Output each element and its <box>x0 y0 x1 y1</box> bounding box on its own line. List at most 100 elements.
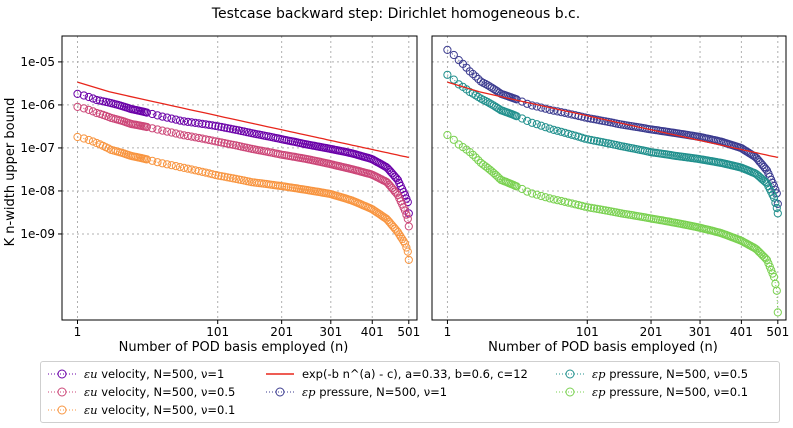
data-point <box>175 163 185 172</box>
data-point <box>468 69 477 79</box>
data-point <box>73 132 82 142</box>
data-point <box>476 77 485 86</box>
y-tick-label: 1e-05 <box>20 55 55 69</box>
series-3 <box>447 81 778 159</box>
figure: Testcase backward step: Dirichlet homoge… <box>3 6 789 355</box>
data-point <box>592 204 602 213</box>
data-point <box>454 140 463 149</box>
legend-nu: ν=0.5 <box>201 385 236 399</box>
data-point <box>583 135 593 144</box>
legend-item-ep-nu05[interactable]: εp pressure, N=500, ν=0.5 <box>555 365 748 383</box>
data-point <box>523 187 532 196</box>
data-point <box>158 112 167 121</box>
data-point <box>512 182 521 191</box>
data-point <box>204 169 214 178</box>
legend-item-eu-nu1[interactable]: εu velocity, N=500, ν=1 <box>47 365 224 383</box>
legend-marker-swatch <box>48 405 76 415</box>
legend-nu: ν=0.1 <box>201 403 236 417</box>
series-2 <box>73 132 413 264</box>
data-point <box>223 139 232 148</box>
data-point <box>404 222 413 231</box>
data-point <box>175 116 185 125</box>
data-point <box>606 207 615 216</box>
data-point <box>606 118 615 127</box>
data-point <box>167 128 176 137</box>
data-point <box>772 189 781 198</box>
data-point <box>771 185 780 194</box>
data-point <box>443 130 452 140</box>
data-point <box>167 114 176 123</box>
legend-symbol: εu <box>84 367 98 381</box>
x-tick-label: 401 <box>361 325 384 339</box>
data-point <box>471 153 480 162</box>
data-point <box>400 239 410 248</box>
data-point <box>537 103 546 112</box>
data-point <box>772 203 781 213</box>
data-point <box>214 171 223 180</box>
data-point <box>769 193 779 202</box>
data-point <box>772 286 781 295</box>
data-point <box>545 105 554 114</box>
legend-item-ep-nu01[interactable]: εp pressure, N=500, ν=0.1 <box>555 383 748 401</box>
data-point <box>211 170 220 180</box>
data-point <box>449 50 458 60</box>
legend-nu: ν=1 <box>423 385 448 399</box>
data-point <box>598 205 607 214</box>
data-point <box>223 124 232 133</box>
data-point <box>396 232 405 241</box>
data-point <box>541 193 550 202</box>
legend-item-ep-nu1[interactable]: εp pressure, N=500, ν=1 <box>265 383 447 401</box>
data-point <box>226 140 235 149</box>
data-point <box>587 135 596 145</box>
data-point <box>229 140 238 149</box>
data-point <box>179 163 189 172</box>
data-point <box>532 190 541 199</box>
data-point <box>395 230 404 239</box>
legend-item-eu-nu01[interactable]: εu velocity, N=500, ν=0.1 <box>47 401 235 419</box>
data-point <box>771 279 780 288</box>
data-point <box>481 79 490 89</box>
data-point <box>211 121 220 131</box>
data-point <box>752 245 761 254</box>
data-point <box>577 201 586 210</box>
x-tick-label: 1 <box>74 325 82 339</box>
data-point <box>449 135 458 144</box>
data-point <box>601 138 610 147</box>
data-point <box>761 254 770 263</box>
data-point <box>537 121 546 130</box>
legend-item-eu-nu05[interactable]: εu velocity, N=500, ν=0.5 <box>47 383 235 401</box>
data-point <box>229 174 238 183</box>
data-point <box>767 266 776 275</box>
data-point <box>217 172 226 181</box>
data-point <box>523 116 532 126</box>
data-point <box>226 173 235 182</box>
data-point <box>163 127 172 136</box>
data-point <box>158 126 167 135</box>
x-tick-label: 401 <box>730 325 753 339</box>
x-axis-label: Number of POD basis employed (n) <box>488 340 718 355</box>
data-point <box>528 118 537 127</box>
x-tick-label: 301 <box>319 325 342 339</box>
y-axis-label: K n-width upper bound <box>3 98 18 247</box>
fit-line <box>77 81 409 159</box>
legend-nu: ν=0.1 <box>713 385 749 399</box>
data-point <box>148 124 157 133</box>
data-point <box>580 134 590 143</box>
series-2 <box>443 130 782 317</box>
x-tick-label: 501 <box>397 325 420 339</box>
data-point <box>237 175 246 185</box>
data-point <box>601 206 610 215</box>
data-point <box>92 95 101 105</box>
series-1 <box>443 70 782 218</box>
data-point <box>231 125 240 134</box>
legend-marker-swatch <box>556 369 584 379</box>
data-point <box>211 137 220 146</box>
panel-left: 1 101 201 301 401 501 Number of POD basis empl… <box>3 35 420 355</box>
data-point <box>518 184 527 194</box>
data-point <box>761 178 770 187</box>
legend-item-exp-fit[interactable]: exp(-b n^(a) - c), a=0.33, b=0.6, c=12 <box>265 365 528 383</box>
data-point <box>512 112 521 121</box>
data-point <box>163 113 172 122</box>
data-point <box>171 129 180 138</box>
data-point <box>183 164 192 173</box>
